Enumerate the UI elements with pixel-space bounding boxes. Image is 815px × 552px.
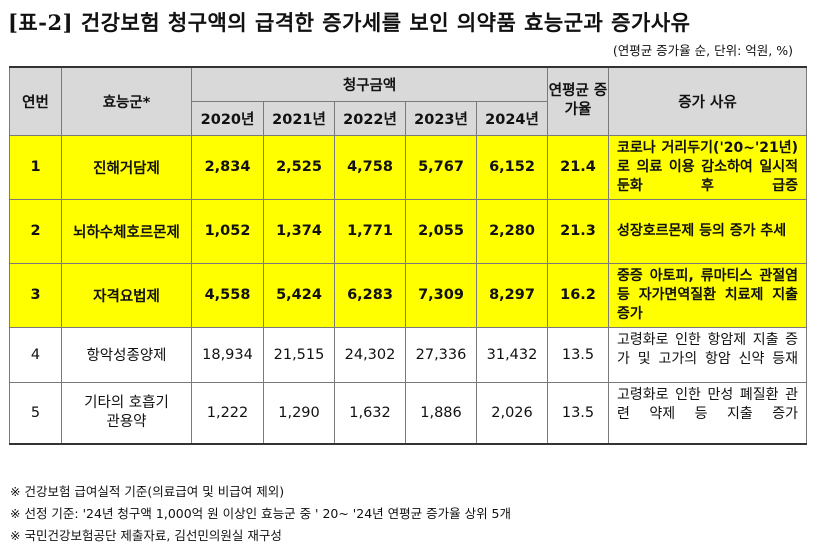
table-title: [표-2] 건강보험 청구액의 급격한 증가세를 보인 의약품 효능군과 증가사…	[8, 10, 691, 35]
row-value: 1,886	[405, 381, 477, 445]
row-value: 7,309	[405, 262, 477, 328]
row-value: 2,280	[476, 198, 548, 264]
row-cagr: 13.5	[547, 381, 609, 445]
header-cagr: 연평균 증가율	[547, 66, 609, 136]
row-cagr: 21.4	[547, 134, 609, 200]
footnote: ※ 선정 기준: '24년 청구액 1,000억 원 이상인 효능군 중 ' 2…	[10, 506, 511, 521]
table-row: 3 자격요법제 4,558 5,424 6,283 7,309 8,297 16…	[9, 262, 807, 328]
row-value: 27,336	[405, 326, 477, 383]
header-year: 2024년	[476, 100, 548, 136]
table-row: 5 기타의 호흡기관용약 1,222 1,290 1,632 1,886 2,0…	[9, 381, 807, 445]
row-group: 자격요법제	[61, 262, 192, 328]
row-reason: 코로나 거리두기('20~'21년)로 의료 이용 감소하여 일시적 둔화 후 …	[608, 134, 807, 200]
row-value: 1,632	[334, 381, 406, 445]
row-value: 5,767	[405, 134, 477, 200]
row-value: 1,052	[191, 198, 264, 264]
footnote: ※ 건강보험 급여실적 기준(의료급여 및 비급여 제외)	[10, 484, 285, 499]
row-reason: 고령화로 인한 만성 폐질환 관련 약제 등 지출 증가	[608, 381, 807, 445]
header-claim: 청구금액	[191, 66, 548, 102]
table-row: 1 진해거담제 2,834 2,525 4,758 5,767 6,152 21…	[9, 134, 807, 200]
header-reason: 증가 사유	[608, 66, 807, 136]
header-year: 2021년	[263, 100, 335, 136]
row-value: 2,055	[405, 198, 477, 264]
header-year: 2020년	[191, 100, 264, 136]
row-cagr: 16.2	[547, 262, 609, 328]
row-reason: 고령화로 인한 항암제 지출 증가 및 고가의 항암 신약 등재	[608, 326, 807, 383]
header-year: 2023년	[405, 100, 477, 136]
row-group: 진해거담제	[61, 134, 192, 200]
row-rank: 5	[9, 381, 62, 445]
row-reason: 성장호르몬제 등의 증가 추세	[608, 198, 807, 264]
row-value: 2,525	[263, 134, 335, 200]
footnote: ※ 국민건강보험공단 제출자료, 김선민의원실 재구성	[10, 528, 282, 543]
row-rank: 1	[9, 134, 62, 200]
row-value: 8,297	[476, 262, 548, 328]
row-group: 기타의 호흡기관용약	[61, 381, 192, 445]
table-row: 4 항악성종양제 18,934 21,515 24,302 27,336 31,…	[9, 326, 807, 383]
row-value: 2,834	[191, 134, 264, 200]
row-value: 1,290	[263, 381, 335, 445]
row-value: 24,302	[334, 326, 406, 383]
row-rank: 2	[9, 198, 62, 264]
unit-note: (연평균 증가율 순, 단위: 억원, %)	[612, 43, 793, 58]
row-value: 5,424	[263, 262, 335, 328]
footnotes: ※ 건강보험 급여실적 기준(의료급여 및 비급여 제외) ※ 선정 기준: '…	[10, 481, 511, 547]
row-cagr: 21.3	[547, 198, 609, 264]
row-value: 1,771	[334, 198, 406, 264]
row-value: 2,026	[476, 381, 548, 445]
row-value: 1,222	[191, 381, 264, 445]
row-value: 21,515	[263, 326, 335, 383]
row-value: 31,432	[476, 326, 548, 383]
row-value: 4,558	[191, 262, 264, 328]
row-value: 6,283	[334, 262, 406, 328]
data-table: 연번 효능군* 청구금액 연평균 증가율 증가 사유 2020년 2021년 2…	[9, 66, 807, 445]
table-row: 2 뇌하수체호르몬제 1,052 1,374 1,771 2,055 2,280…	[9, 198, 807, 264]
row-value: 1,374	[263, 198, 335, 264]
row-rank: 4	[9, 326, 62, 383]
header-rank: 연번	[9, 66, 62, 136]
row-value: 18,934	[191, 326, 264, 383]
row-group: 항악성종양제	[61, 326, 192, 383]
header-year: 2022년	[334, 100, 406, 136]
row-value: 4,758	[334, 134, 406, 200]
row-value: 6,152	[476, 134, 548, 200]
row-rank: 3	[9, 262, 62, 328]
row-reason: 중증 아토피, 류마티스 관절염 등 자가면역질환 치료제 지출 증가	[608, 262, 807, 328]
row-cagr: 13.5	[547, 326, 609, 383]
header-group: 효능군*	[61, 66, 192, 136]
row-group: 뇌하수체호르몬제	[61, 198, 192, 264]
